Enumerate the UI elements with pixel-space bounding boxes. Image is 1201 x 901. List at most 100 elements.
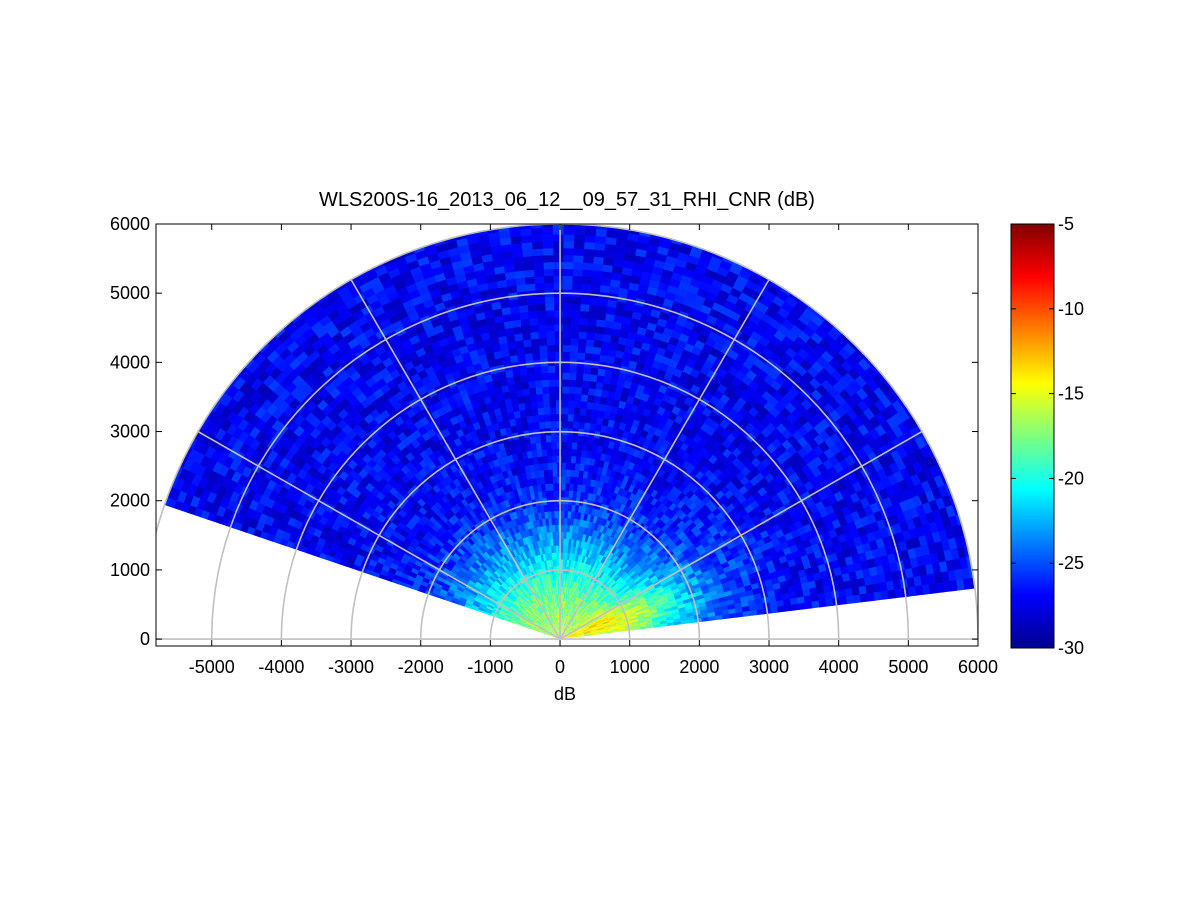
cnr-cell — [695, 572, 705, 580]
cnr-cell — [630, 268, 643, 278]
cnr-cell — [773, 587, 783, 596]
cnr-cell — [639, 506, 647, 516]
cnr-cell — [568, 627, 575, 633]
cnr-cell — [547, 462, 553, 471]
cnr-cell — [712, 531, 723, 541]
cnr-cell — [563, 635, 571, 638]
cnr-cell — [386, 267, 401, 280]
cnr-cell — [587, 542, 593, 551]
cnr-cell — [613, 564, 621, 573]
cnr-cell — [584, 415, 592, 424]
cnr-cell — [659, 578, 669, 586]
cnr-cell — [539, 504, 545, 513]
cnr-cell — [681, 514, 691, 524]
cnr-cell — [563, 600, 566, 609]
cnr-cell — [553, 323, 563, 332]
cnr-cell — [455, 519, 464, 528]
cnr-cell — [855, 568, 865, 580]
cnr-cell — [566, 587, 569, 595]
cnr-cell — [414, 278, 428, 290]
cnr-cell — [506, 483, 513, 493]
cnr-cell — [548, 524, 553, 533]
cnr-cell — [530, 594, 536, 602]
cnr-cell — [859, 559, 870, 570]
cnr-cell — [595, 374, 605, 384]
cnr-cell — [695, 287, 709, 299]
cnr-cell — [546, 344, 555, 353]
cnr-cell — [561, 621, 564, 629]
cnr-cell — [657, 502, 666, 511]
cnr-cell — [471, 333, 483, 344]
cnr-cell — [637, 377, 648, 387]
cnr-cell — [632, 586, 640, 593]
cnr-cell — [460, 351, 472, 362]
cnr-cell — [664, 610, 673, 615]
cnr-cell — [560, 607, 562, 615]
cnr-cell — [645, 350, 657, 361]
cnr-cell — [710, 301, 724, 313]
cnr-cell — [614, 413, 623, 423]
cnr-cell — [610, 514, 617, 523]
cnr-cell — [446, 508, 455, 518]
cnr-cell — [908, 438, 921, 453]
cnr-cell — [472, 362, 483, 373]
cnr-cell — [725, 293, 739, 305]
cnr-cell — [570, 619, 576, 626]
cnr-cell — [481, 543, 489, 552]
cnr-cell — [913, 574, 923, 587]
cnr-cell — [722, 276, 736, 288]
cnr-cell — [701, 528, 711, 537]
cnr-cell — [599, 613, 607, 618]
cnr-cell — [356, 298, 370, 311]
cnr-cell — [902, 429, 916, 444]
cnr-cell — [580, 584, 585, 592]
cnr-cell — [769, 280, 782, 291]
cnr-cell — [563, 607, 566, 616]
cnr-cell — [528, 604, 535, 612]
cnr-cell — [536, 456, 544, 465]
cnr-cell — [511, 319, 522, 328]
cnr-cell — [517, 402, 526, 411]
cnr-cell — [913, 447, 926, 462]
cnr-cell — [580, 540, 585, 549]
cnr-cell — [482, 501, 490, 510]
cnr-cell — [864, 365, 878, 379]
cnr-cell — [554, 586, 557, 595]
cnr-cell — [635, 488, 644, 497]
cnr-cell — [493, 534, 501, 543]
cnr-cell — [692, 565, 701, 573]
cnr-cell — [471, 262, 485, 272]
cnr-cell — [542, 589, 547, 597]
cnr-cell — [596, 625, 605, 629]
cnr-cell — [551, 573, 555, 581]
cnr-cell — [477, 239, 491, 250]
cnr-cell — [777, 574, 787, 583]
cnr-cell — [352, 272, 366, 282]
cnr-cell — [537, 324, 547, 333]
cnr-cell — [903, 475, 916, 489]
cnr-cell — [575, 582, 579, 590]
cnr-cell — [524, 543, 530, 552]
cnr-cell — [600, 424, 608, 434]
cnr-cell — [668, 566, 677, 574]
cnr-cell — [910, 472, 922, 486]
cnr-cell — [741, 325, 755, 337]
cnr-cell — [598, 598, 605, 605]
cnr-cell — [701, 616, 710, 622]
cnr-cell — [546, 580, 550, 589]
cnr-cell — [716, 288, 730, 301]
cnr-cell — [872, 582, 881, 593]
cnr-cell — [660, 595, 669, 602]
cnr-cell — [582, 255, 594, 264]
cnr-cell — [371, 305, 386, 318]
cnr-cell — [569, 632, 578, 636]
cnr-cell — [542, 400, 550, 408]
cnr-cell — [568, 601, 572, 610]
cnr-cell — [875, 564, 885, 575]
cnr-cell — [619, 561, 627, 569]
cnr-cell — [548, 609, 552, 617]
cnr-cell — [611, 321, 622, 331]
cnr-cell — [544, 296, 555, 304]
cnr-cell — [529, 534, 535, 543]
cnr-cell — [596, 596, 603, 603]
